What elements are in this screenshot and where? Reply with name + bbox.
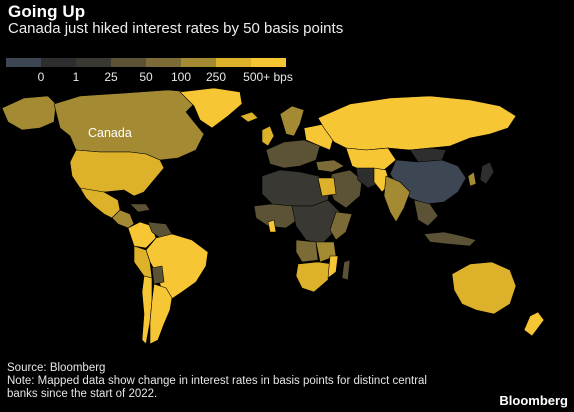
region-west-africa xyxy=(253,203,301,229)
region-north-africa xyxy=(261,169,331,207)
region-turkey xyxy=(315,159,345,173)
region-caribbean xyxy=(129,203,151,213)
region-chile xyxy=(141,275,153,345)
world-map xyxy=(1,87,545,345)
region-canada xyxy=(53,89,205,161)
region-mozambique xyxy=(327,255,339,279)
legend-swatch-250 xyxy=(216,58,251,67)
map-label-canada: Canada xyxy=(88,126,132,140)
legend-label-25: 25 xyxy=(104,70,118,84)
region-central-america xyxy=(111,209,135,229)
bloomberg-logo: Bloomberg xyxy=(499,393,568,408)
source-note: Source: Bloomberg xyxy=(7,362,106,374)
region-australia xyxy=(451,261,517,315)
region-japan xyxy=(479,161,495,185)
chart-title: Going Up xyxy=(8,2,86,21)
region-scandinavia xyxy=(279,105,305,137)
region-uk xyxy=(261,125,275,147)
legend-swatch-negative xyxy=(6,58,41,67)
legend-swatch-1 xyxy=(76,58,111,67)
region-se-asia xyxy=(413,199,439,227)
legend-swatches xyxy=(6,58,286,67)
region-bolivia xyxy=(151,265,165,285)
chart-subtitle: Canada just hiked interest rates by 50 b… xyxy=(8,20,344,37)
legend-label-1: 1 xyxy=(72,70,80,84)
region-new-zealand xyxy=(523,311,545,337)
region-greenland xyxy=(179,87,243,129)
legend-swatch-25 xyxy=(111,58,146,67)
region-usa xyxy=(69,149,165,197)
legend-swatch-50 xyxy=(146,58,181,67)
legend-label-100: 100 xyxy=(170,70,192,84)
region-madagascar xyxy=(341,259,351,281)
region-argentina xyxy=(149,283,173,345)
legend-label-250: 250 xyxy=(205,70,227,84)
footnote: Note: Mapped data show change in interes… xyxy=(7,375,427,400)
region-indonesia xyxy=(423,231,477,247)
legend-label-50: 50 xyxy=(139,70,153,84)
legend-swatch-100 xyxy=(181,58,216,67)
color-legend: 0 1 25 50 100 250 500+ bps xyxy=(6,58,296,90)
region-alaska xyxy=(1,95,57,131)
legend-label-500: 500+ bps xyxy=(243,70,293,84)
region-ghana xyxy=(267,219,277,233)
region-angola xyxy=(295,239,319,263)
region-central-asia xyxy=(345,147,397,173)
legend-label-0: 0 xyxy=(37,70,45,84)
region-east-africa xyxy=(329,211,353,241)
legend-swatch-0 xyxy=(41,58,76,67)
region-europe xyxy=(265,139,321,169)
region-mongolia xyxy=(409,147,447,163)
region-iceland xyxy=(239,111,259,123)
region-egypt xyxy=(317,177,337,197)
region-india xyxy=(383,175,411,223)
region-south-africa xyxy=(295,261,333,293)
region-russia xyxy=(317,95,517,151)
region-mexico xyxy=(79,187,121,219)
legend-swatch-500 xyxy=(251,58,286,67)
region-korea xyxy=(467,171,477,187)
